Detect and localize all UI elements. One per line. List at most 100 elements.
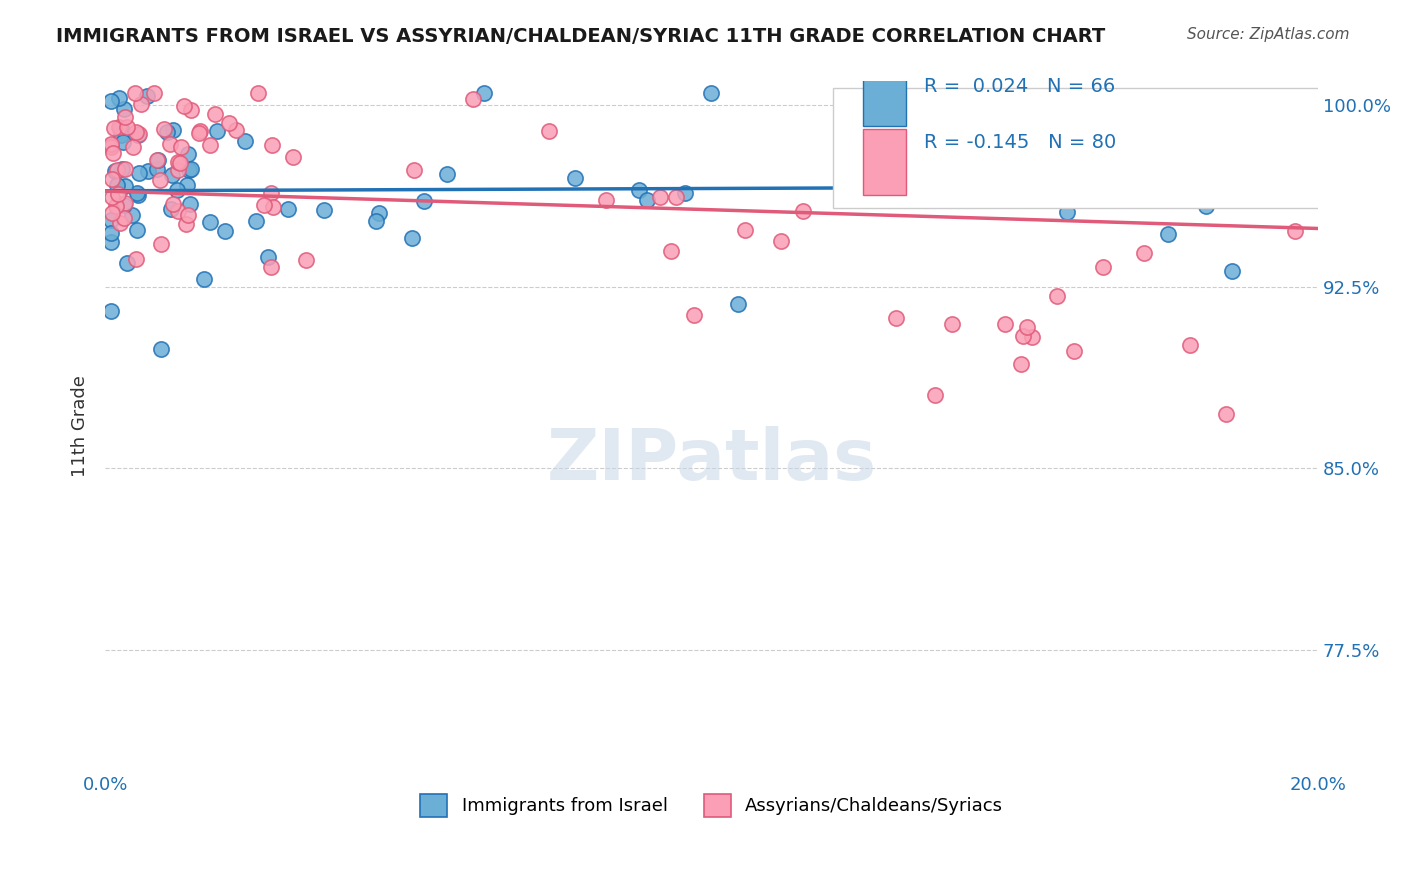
Point — [103, 121, 125, 136]
Point — [124, 86, 146, 100]
Point — [100, 235, 122, 249]
Point — [108, 91, 131, 105]
Text: R =  0.024   N = 66: R = 0.024 N = 66 — [924, 78, 1115, 96]
Point — [160, 168, 183, 182]
Point — [260, 186, 283, 201]
Point — [1178, 338, 1201, 352]
Point — [404, 163, 426, 178]
Point — [1133, 245, 1156, 260]
Point — [205, 124, 228, 138]
Point — [100, 95, 122, 109]
Text: Source: ZipAtlas.com: Source: ZipAtlas.com — [1187, 27, 1350, 42]
Point — [277, 202, 299, 216]
Text: IMMIGRANTS FROM ISRAEL VS ASSYRIAN/CHALDEAN/SYRIAC 11TH GRADE CORRELATION CHART: IMMIGRANTS FROM ISRAEL VS ASSYRIAN/CHALD… — [56, 27, 1105, 45]
Point — [884, 311, 907, 326]
Point — [225, 122, 247, 136]
Point — [128, 166, 150, 180]
Point — [107, 187, 129, 202]
Point — [114, 110, 136, 124]
Point — [159, 137, 181, 152]
Point — [648, 190, 671, 204]
Point — [700, 86, 723, 100]
Point — [283, 150, 305, 164]
Point — [401, 231, 423, 245]
Point — [162, 123, 184, 137]
Point — [135, 89, 157, 103]
Point — [595, 194, 617, 208]
Point — [1180, 154, 1202, 169]
Point — [105, 163, 128, 178]
Point — [111, 162, 134, 177]
Point — [114, 162, 136, 177]
Point — [112, 198, 135, 212]
Point — [101, 189, 124, 203]
Point — [727, 297, 749, 311]
Point — [941, 317, 963, 331]
Point — [627, 183, 650, 197]
Y-axis label: 11th Grade: 11th Grade — [72, 375, 89, 476]
Text: ZIPatlas: ZIPatlas — [547, 425, 877, 495]
Point — [112, 211, 135, 226]
Point — [177, 163, 200, 178]
Point — [1215, 407, 1237, 421]
Point — [1220, 264, 1243, 278]
Point — [368, 206, 391, 220]
Point — [100, 205, 122, 219]
Point — [124, 125, 146, 139]
Point — [905, 190, 928, 204]
Point — [150, 236, 173, 251]
Point — [166, 183, 188, 197]
Point — [683, 309, 706, 323]
Point — [125, 223, 148, 237]
Point — [312, 202, 335, 217]
Point — [180, 161, 202, 176]
Point — [858, 162, 880, 177]
Point — [1017, 319, 1039, 334]
Point — [100, 136, 122, 151]
Text: R = -0.145   N = 80: R = -0.145 N = 80 — [924, 133, 1116, 152]
Point — [146, 153, 169, 167]
Point — [176, 178, 198, 192]
Point — [127, 128, 149, 143]
Point — [1056, 204, 1078, 219]
Point — [153, 122, 176, 136]
Point — [125, 252, 148, 266]
Point — [218, 116, 240, 130]
Point — [105, 178, 128, 192]
Point — [136, 164, 159, 178]
Point — [1045, 289, 1067, 303]
Point — [112, 102, 135, 116]
Point — [436, 167, 458, 181]
Point — [924, 387, 946, 401]
Point — [198, 138, 221, 153]
Point — [110, 121, 132, 136]
Point — [100, 213, 122, 227]
Point — [179, 197, 201, 211]
Point — [167, 154, 190, 169]
Point — [204, 107, 226, 121]
FancyBboxPatch shape — [832, 87, 1330, 209]
Point — [472, 86, 495, 100]
Point — [176, 217, 198, 231]
Point — [659, 244, 682, 258]
Point — [160, 202, 183, 216]
Point — [214, 224, 236, 238]
Point — [173, 99, 195, 113]
Point — [115, 120, 138, 135]
Point — [233, 134, 256, 148]
Point — [156, 125, 179, 139]
Point — [1021, 330, 1043, 344]
Point — [149, 173, 172, 187]
Point — [413, 194, 436, 208]
Point — [100, 227, 122, 241]
Point — [193, 272, 215, 286]
Point — [149, 342, 172, 356]
Point — [1010, 357, 1032, 371]
Point — [145, 161, 167, 176]
Point — [169, 156, 191, 170]
Point — [188, 126, 211, 140]
Point — [665, 189, 688, 203]
Point — [122, 140, 145, 154]
Point — [364, 214, 387, 228]
Point — [180, 103, 202, 118]
